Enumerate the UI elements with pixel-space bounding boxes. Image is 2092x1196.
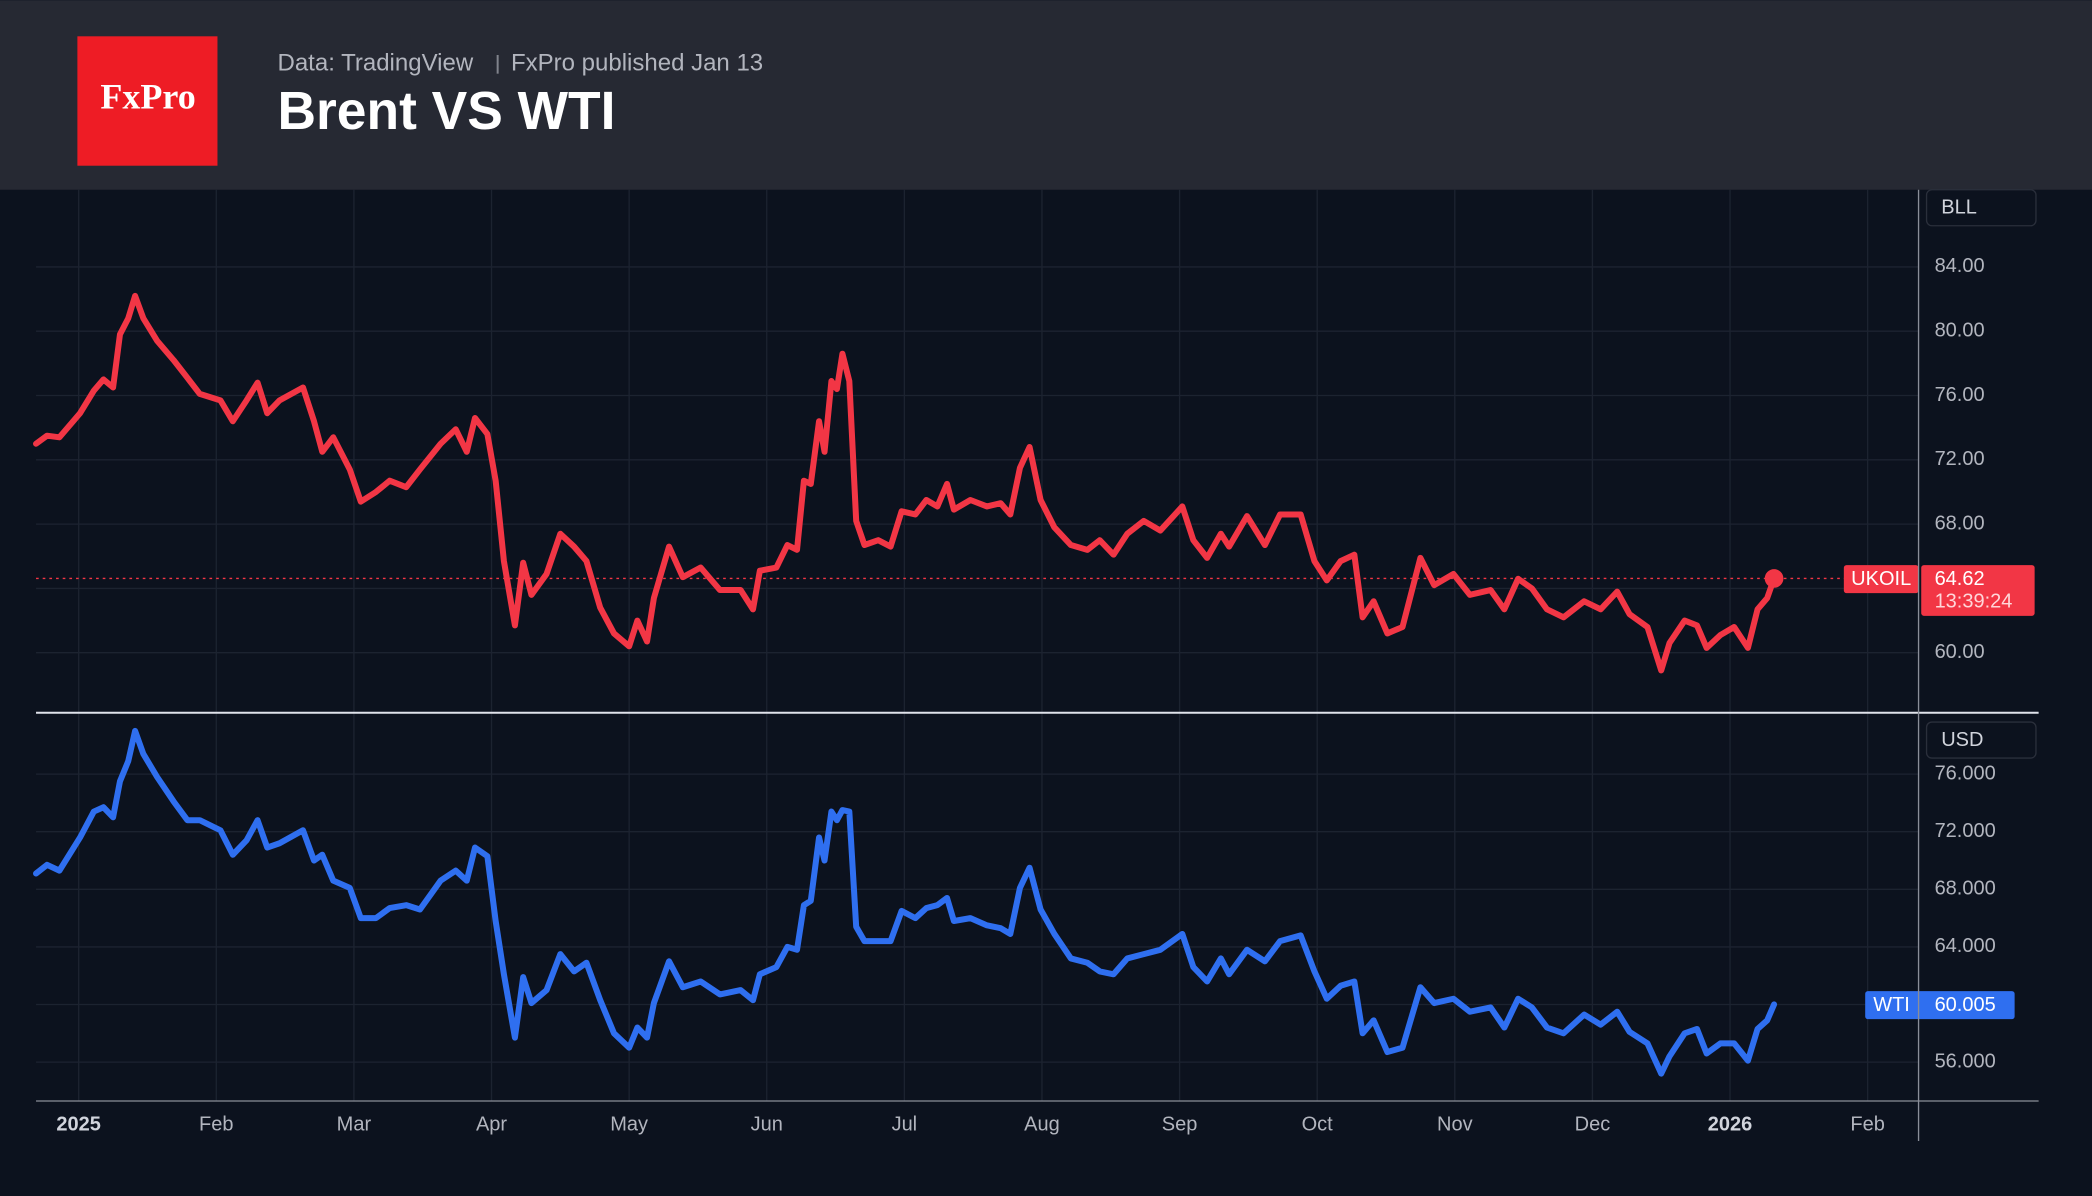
- x-tick-label: Apr: [476, 1113, 507, 1135]
- tag-value: 60.005: [1935, 994, 1996, 1016]
- unit-box: [1925, 189, 2037, 227]
- x-tick-label: Jul: [892, 1113, 918, 1135]
- y-tick-label: 68.000: [1935, 878, 1996, 900]
- x-tick-label: May: [610, 1113, 648, 1135]
- y-tick-label: 68.00: [1935, 512, 1985, 534]
- y-tick-label: 76.000: [1935, 762, 1996, 784]
- x-tick-label: 2026: [1708, 1113, 1753, 1135]
- y-tick-label: 72.00: [1935, 448, 1985, 470]
- logo-box: [77, 36, 218, 166]
- unit-label: USD: [1941, 729, 1983, 751]
- x-tick-label: Nov: [1437, 1113, 1473, 1135]
- x-tick-label: Dec: [1575, 1113, 1611, 1135]
- x-tick-label: Oct: [1302, 1113, 1334, 1135]
- x-tick-label: 2025: [56, 1113, 100, 1135]
- tag-value-box: [1921, 565, 2035, 616]
- countdown: 13:39:24: [1935, 591, 2013, 613]
- tag-name: UKOIL: [1851, 568, 1911, 590]
- last-point: [1764, 569, 1784, 588]
- y-tick-label: 60.00: [1935, 641, 1985, 663]
- y-tick-label: 72.000: [1935, 820, 1996, 842]
- x-tick-label: Feb: [1850, 1113, 1884, 1135]
- logo: FxPro: [100, 77, 195, 117]
- source: Data: TradingView: [278, 50, 474, 77]
- series-line: [33, 727, 1778, 1077]
- x-tick-label: Aug: [1024, 1113, 1060, 1135]
- header-bar: [0, 0, 2092, 190]
- tag-box: [1865, 991, 2015, 1020]
- x-tick-label: Sep: [1162, 1113, 1198, 1135]
- x-tick-label: Mar: [337, 1113, 372, 1135]
- x-tick-label: Feb: [199, 1113, 233, 1135]
- title: Brent VS WTI: [278, 82, 616, 141]
- unit-box: [1925, 721, 2037, 759]
- y-tick-label: 56.000: [1935, 1050, 1996, 1072]
- y-tick-label: 80.00: [1935, 319, 1985, 341]
- x-tick-label: Jun: [751, 1113, 783, 1135]
- tag-name: WTI: [1873, 994, 1910, 1016]
- y-tick-label: 64.000: [1935, 935, 1996, 957]
- publisher: FxPro published Jan 13: [511, 50, 763, 77]
- y-tick-label: 84.00: [1935, 255, 1985, 277]
- y-tick-label: 76.00: [1935, 384, 1985, 406]
- tag-value: 64.62: [1935, 568, 1985, 590]
- plot: 2025 Feb Mar Apr May Jun Jul Aug Sep Oct Nov Dec 202…: [33, 189, 2039, 1142]
- tag-name-box: [1843, 565, 1919, 594]
- series-line: [33, 292, 1778, 674]
- unit-label: BLL: [1941, 197, 1977, 219]
